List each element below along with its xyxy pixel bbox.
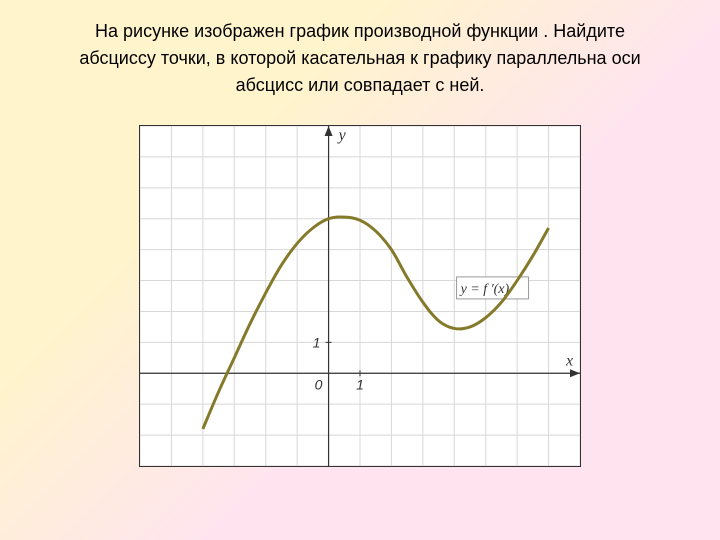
- problem-line-2: абсциссу точки, в которой касательная к …: [79, 48, 640, 68]
- svg-text:1: 1: [356, 376, 364, 392]
- problem-line-1: На рисунке изображен график производной …: [95, 21, 625, 41]
- svg-text:0: 0: [315, 376, 323, 392]
- problem-statement: На рисунке изображен график производной …: [0, 0, 720, 107]
- problem-line-3: абсцисс или совпадает с ней.: [236, 75, 485, 95]
- svg-text:x: x: [565, 352, 573, 369]
- svg-text:y: y: [337, 127, 347, 144]
- svg-text:1: 1: [313, 334, 321, 350]
- chart-box: 0 1 1 y x y = f '(x): [139, 125, 581, 467]
- svg-text:y = f '(x): y = f '(x): [459, 282, 510, 297]
- derivative-graph: 0 1 1 y x y = f '(x): [140, 126, 580, 466]
- chart-container: 0 1 1 y x y = f '(x): [0, 125, 720, 467]
